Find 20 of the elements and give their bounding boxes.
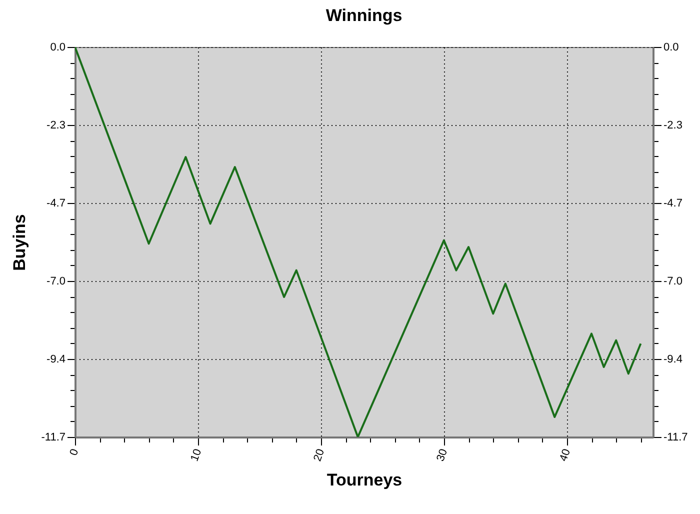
y2-tick-label: -9.4 (664, 354, 682, 366)
y2-tick-label: -7.0 (664, 276, 682, 288)
x-tick-label: 40 (558, 447, 574, 464)
y-tick-label: -2.3 (46, 120, 66, 132)
y-axis-title: Buyins (10, 214, 30, 271)
y2-tick-label: -4.7 (664, 198, 682, 210)
y2-tick-label: 0.0 (664, 42, 679, 54)
y-tick-label: -7.0 (46, 276, 66, 288)
y-tick-label: -4.7 (46, 198, 66, 210)
x-axis-title: Tourneys (326, 470, 402, 490)
y-tick-label: -11.7 (41, 432, 66, 444)
y-tick-label: 0.0 (50, 42, 66, 54)
chart-title: Winnings (326, 6, 402, 25)
y2-tick-label: -11.7 (664, 432, 688, 444)
x-tick-label: 10 (188, 447, 204, 464)
x-tick-label: 0 (68, 447, 82, 458)
x-tick-label: 30 (434, 447, 450, 464)
x-tick-label: 20 (312, 447, 328, 464)
y-tick-label: -9.4 (46, 354, 66, 366)
y2-tick-label: -2.3 (664, 120, 682, 132)
